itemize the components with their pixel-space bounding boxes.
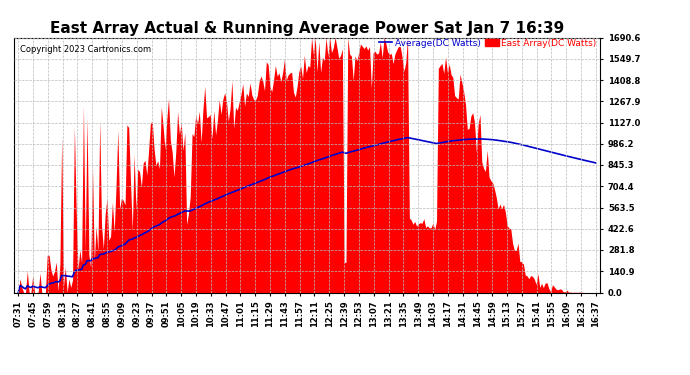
Title: East Array Actual & Running Average Power Sat Jan 7 16:39: East Array Actual & Running Average Powe… bbox=[50, 21, 564, 36]
Text: Copyright 2023 Cartronics.com: Copyright 2023 Cartronics.com bbox=[19, 45, 151, 54]
Legend: Average(DC Watts), East Array(DC Watts): Average(DC Watts), East Array(DC Watts) bbox=[375, 35, 600, 51]
